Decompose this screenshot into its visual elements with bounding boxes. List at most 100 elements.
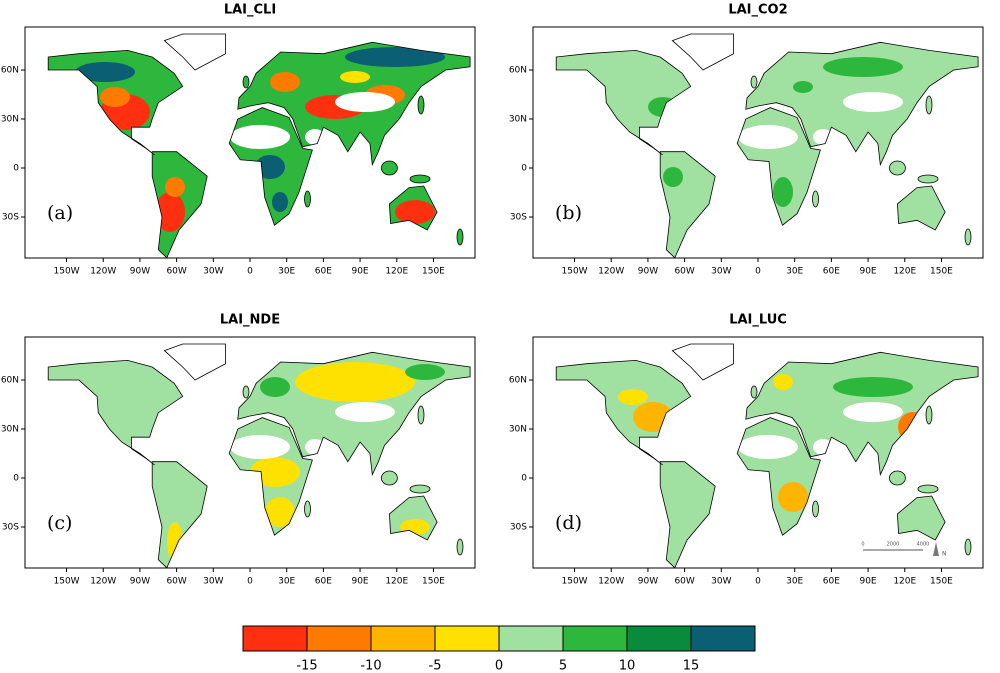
lon-tick-label: 90E [351,267,368,277]
lon-tick-label: 90E [859,577,876,587]
lon-tick-label: 60W [166,577,186,587]
lon-tick-label: 0 [755,267,761,277]
panel-label: (d) [555,512,582,534]
lon-tick-label: 0 [755,577,761,587]
lon-tick-label: 120E [385,577,408,587]
lon-tick-label: 0 [247,577,253,587]
lai-patch [270,72,300,92]
colorbar-swatch [370,625,436,652]
lai-patch [778,482,808,512]
no-data [738,125,798,149]
lon-tick-label: 90W [130,577,150,587]
no-data [335,92,395,112]
lon-tick-label: 120W [598,577,624,587]
lon-tick-label: 30W [203,577,223,587]
lat-tick-label: 30N [509,425,527,435]
lat-tick-label: 0 [13,164,19,174]
lai-patch [793,81,813,93]
lai-patch [295,362,415,402]
colorbar-swatch [306,625,372,652]
no-data [335,402,395,422]
no-data [230,435,290,459]
lai-patch [648,97,678,117]
lon-tick-label: 120E [893,577,916,587]
lat-tick-label: 0 [521,164,527,174]
panel-label: (a) [47,202,73,224]
greenland [671,343,734,381]
scale-bar: 0 2000 4000 N [861,542,946,558]
colorbar-swatch [562,625,628,652]
lon-tick-label: 150W [54,577,80,587]
lon-tick-label: 60W [166,267,186,277]
lat-tick-label: 30N [1,425,19,435]
lon-tick-label: 90E [859,267,876,277]
map-panel: LAI_CO2 (b) 150W 120W 90W 60W 30W 0 30E 60E 90E 120… [509,3,984,277]
lai-patch [345,47,445,67]
colorbar-swatch [242,625,308,652]
lai-patch [255,155,285,179]
north-arrow [933,542,939,556]
colorbar-tick-label: -15 [296,659,317,673]
panel-title: LAI_NDE [220,313,280,328]
lai-patch [167,522,183,562]
colorbar-tick-label: -10 [360,659,381,673]
north-label: N [942,551,947,558]
land [48,42,471,258]
colorbar-tick-label: 5 [559,659,567,673]
lon-tick-label: 120E [385,267,408,277]
lai-patch [663,167,683,187]
lai-patch [340,71,370,83]
map-panel: LAI_LUC (d) 150W 120W 90W 60W 30W 0 30E 60E 90E 120… [509,313,984,587]
colorbar-swatch [690,625,756,652]
lat-tick-label: 30N [1,115,19,125]
lon-tick-label: 120E [893,267,916,277]
lon-tick-label: 30W [711,577,731,587]
lon-tick-label: 90E [351,577,368,587]
lai-patch [898,412,928,442]
lon-tick-label: 60W [674,267,694,277]
lon-tick-label: 30E [786,577,803,587]
lat-tick-label: 60N [1,376,19,386]
greenland [163,343,226,381]
lat-tick-label: 30S [2,522,19,532]
lon-tick-label: 60E [823,577,840,587]
lat-tick-label: 0 [13,474,19,484]
lon-tick-label: 150W [562,267,588,277]
lai-patch [265,497,295,527]
lon-tick-label: 60E [315,267,332,277]
lai-patch [833,377,913,397]
lai-patch [272,192,288,212]
lai-patch [395,200,435,224]
colorbar-swatch [498,625,564,652]
lon-tick-label: 30E [278,267,295,277]
no-data [738,435,798,459]
lon-tick-label: 150W [54,267,80,277]
panel-title: LAI_CLI [224,3,276,18]
lai-patch [260,377,290,397]
lon-tick-label: 90W [638,267,658,277]
lon-tick-label: 30E [278,577,295,587]
lon-tick-label: 120W [90,267,116,277]
panels: LAI_CLI (a) 150W 120W 90W 60W 30W 0 30E 60E 90E 120… [1,3,984,587]
lon-tick-label: 30E [786,267,803,277]
lon-tick-label: 150W [562,577,588,587]
lai-patch [773,374,793,390]
lon-tick-label: 150E [930,577,953,587]
lai-patch [75,62,135,82]
land [556,352,979,568]
lon-tick-label: 60W [674,577,694,587]
lat-tick-label: 60N [1,66,19,76]
lon-tick-label: 150E [422,577,445,587]
colorbar-tick-label: 0 [495,659,503,673]
lai-patch [405,364,445,380]
lai-patch [250,457,300,487]
panel-label: (b) [555,202,582,224]
scale-label: 2000 [887,542,900,548]
lat-tick-label: 30S [510,212,527,222]
greenland [671,33,734,71]
colorbar: -15 -10 -5 0 5 10 15 [242,625,756,673]
colorbar-swatch [626,625,692,652]
no-data [843,402,903,422]
colorbar-tick-label: 10 [619,659,636,673]
